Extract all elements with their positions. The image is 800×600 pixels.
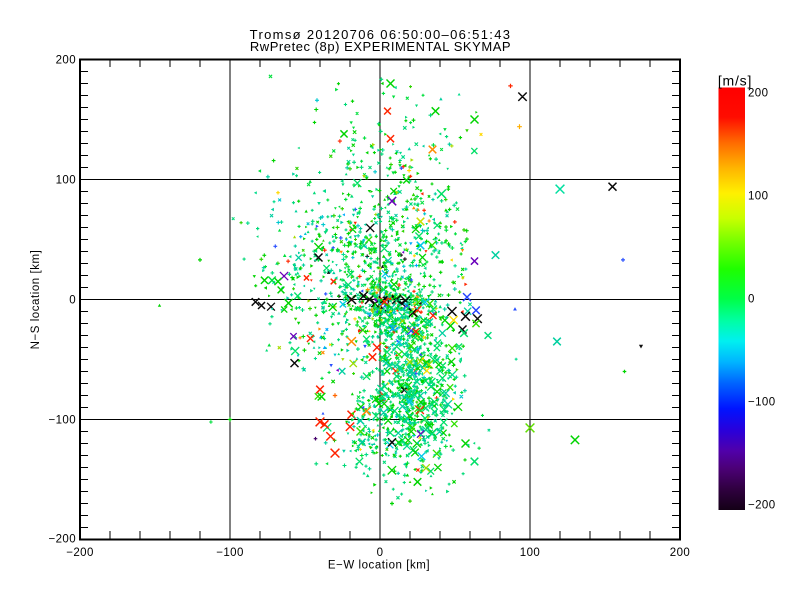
svg-text:−100: −100 [748,397,776,409]
svg-text:0: 0 [69,295,76,307]
svg-text:200: 200 [670,547,690,559]
svg-text:Tromsø 20120706 06:50:00–06:51: Tromsø 20120706 06:50:00–06:51:43 [250,27,512,42]
svg-text:0: 0 [748,294,755,306]
svg-text:100: 100 [520,547,540,559]
svg-text:−100: −100 [48,415,76,427]
svg-text:0: 0 [377,547,384,559]
svg-text:100: 100 [56,175,76,187]
svg-text:N−S location [km]: N−S location [km] [30,250,42,350]
svg-text:−200: −200 [48,534,76,546]
svg-text:−100: −100 [216,547,244,559]
svg-text:200: 200 [56,55,76,67]
svg-text:−200: −200 [66,547,94,559]
svg-text:−200: −200 [748,500,776,512]
svg-text:100: 100 [748,191,768,203]
svg-text:[m/s]: [m/s] [718,73,752,89]
svg-text:E−W location [km]: E−W location [km] [328,560,430,572]
svg-text:RwPretec (8p) EXPERIMENTAL SKY: RwPretec (8p) EXPERIMENTAL SKYMAP [250,39,511,54]
svg-text:200: 200 [748,88,768,100]
